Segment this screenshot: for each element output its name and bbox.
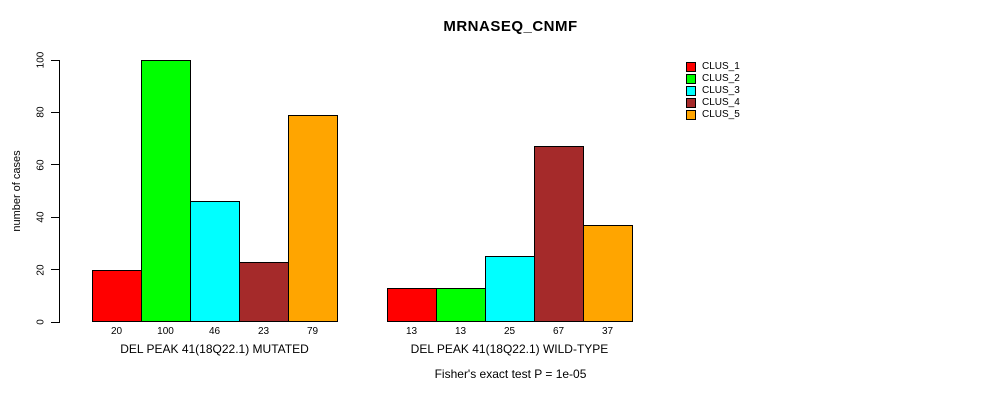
y-axis-tick-label: 100 — [35, 51, 47, 69]
legend-swatch-icon — [686, 86, 696, 96]
legend-swatch-icon — [686, 110, 696, 120]
y-axis-tick — [51, 216, 59, 218]
legend: CLUS_1 CLUS_2 CLUS_3 CLUS_4 CLUS_5 — [686, 61, 740, 121]
y-axis-tick-label: 40 — [35, 211, 47, 223]
legend-label: CLUS_3 — [702, 85, 740, 96]
bar-value-label: 67 — [552, 326, 565, 337]
legend-label: CLUS_5 — [702, 109, 740, 120]
y-axis-tick-label: 80 — [35, 106, 47, 118]
bar-clus_1-group2 — [387, 288, 437, 322]
y-axis-tick — [51, 59, 59, 61]
y-axis-tick-label: 0 — [35, 319, 47, 325]
bar-value-label: 37 — [601, 326, 614, 337]
bar-value-label: 46 — [208, 326, 221, 337]
bar-clus_3-group1 — [190, 201, 240, 322]
legend-item-clus_5: CLUS_5 — [686, 109, 740, 121]
bar-value-label: 23 — [257, 326, 270, 337]
chart-title: MRNASEQ_CNMF — [443, 18, 578, 35]
bar-clus_4-group2 — [534, 146, 584, 322]
y-axis-title: number of cases — [11, 150, 23, 232]
bar-value-label: 79 — [306, 326, 319, 337]
legend-label: CLUS_1 — [702, 61, 740, 72]
bar-clus_1-group1 — [92, 270, 142, 322]
y-axis-tick — [51, 164, 59, 166]
legend-swatch-icon — [686, 74, 696, 84]
legend-label: CLUS_2 — [702, 73, 740, 84]
group-label-1: DEL PEAK 41(18Q22.1) MUTATED — [120, 342, 309, 356]
bar-clus_4-group1 — [239, 262, 289, 322]
y-axis-line — [59, 60, 60, 323]
y-axis-tick-label: 20 — [35, 264, 47, 276]
y-axis-tick-label: 60 — [35, 159, 47, 171]
bar-clus_2-group2 — [436, 288, 486, 322]
bar-clus_3-group2 — [485, 256, 535, 322]
legend-label: CLUS_4 — [702, 97, 740, 108]
bar-value-label: 13 — [405, 326, 418, 337]
fisher-test-annotation: Fisher's exact test P = 1e-05 — [434, 367, 587, 381]
bar-value-label: 13 — [454, 326, 467, 337]
bar-clus_2-group1 — [141, 60, 191, 322]
bar-value-label: 100 — [157, 326, 174, 337]
legend-item-clus_2: CLUS_2 — [686, 73, 740, 85]
legend-item-clus_4: CLUS_4 — [686, 97, 740, 109]
bar-value-label: 25 — [503, 326, 516, 337]
legend-swatch-icon — [686, 98, 696, 108]
y-axis-tick — [51, 111, 59, 113]
group-label-2: DEL PEAK 41(18Q22.1) WILD-TYPE — [410, 342, 609, 356]
bar-clus_5-group2 — [583, 225, 633, 322]
y-axis-tick — [51, 321, 59, 323]
bar-value-label: 20 — [110, 326, 123, 337]
legend-item-clus_1: CLUS_1 — [686, 61, 740, 73]
legend-item-clus_3: CLUS_3 — [686, 85, 740, 97]
y-axis-tick — [51, 269, 59, 271]
bar-clus_5-group1 — [288, 115, 338, 322]
legend-swatch-icon — [686, 62, 696, 72]
